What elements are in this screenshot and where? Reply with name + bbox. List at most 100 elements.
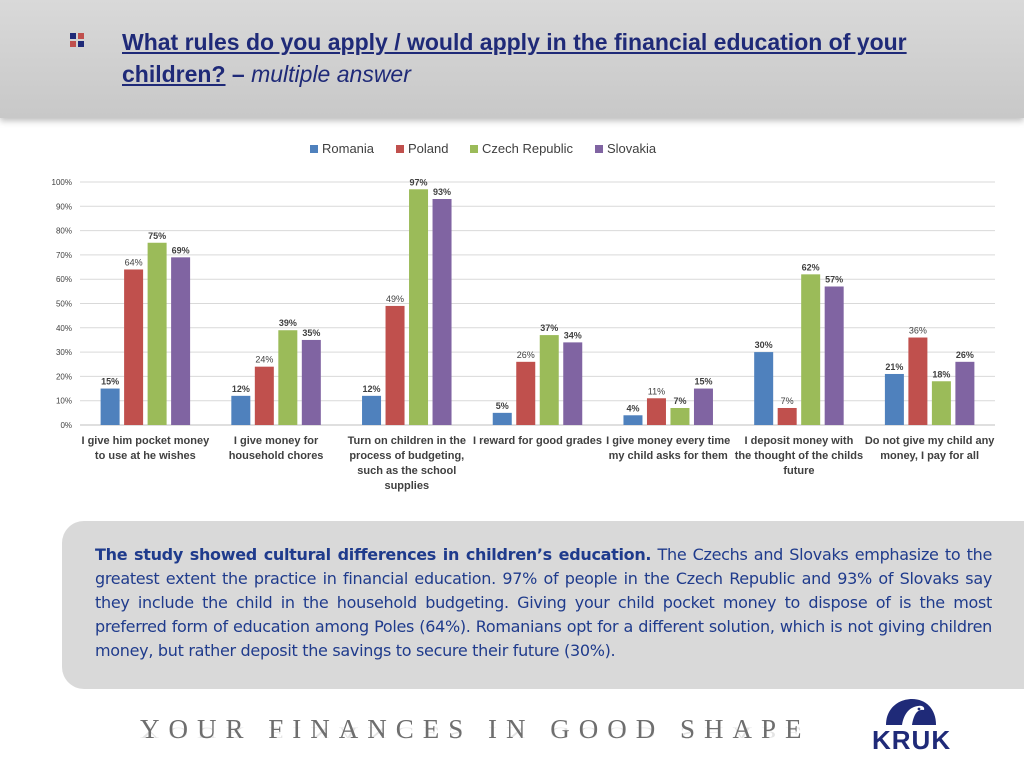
title-main: What rules do you apply / would apply in… — [122, 29, 907, 87]
data-label: 21% — [885, 362, 903, 372]
data-label: 49% — [386, 294, 404, 304]
bar — [884, 373, 904, 425]
y-tick-label: 30% — [56, 348, 72, 357]
bar — [646, 398, 666, 425]
bar — [171, 257, 191, 425]
category-label: I give him pocket money — [81, 435, 210, 447]
data-label: 57% — [825, 274, 843, 284]
data-label: 75% — [148, 231, 166, 241]
legend-entry: Romania — [322, 141, 375, 156]
bar — [409, 189, 429, 425]
data-label: 93% — [433, 187, 451, 197]
bar — [147, 242, 167, 425]
bar — [385, 305, 405, 425]
bar — [563, 342, 583, 425]
y-tick-label: 70% — [56, 251, 72, 260]
title-dash: – — [225, 61, 252, 87]
y-tick-label: 60% — [56, 275, 72, 284]
bar — [492, 412, 512, 425]
y-tick-label: 80% — [56, 227, 72, 236]
category-label: money, I pay for all — [880, 450, 979, 462]
kruk-logo: KRUK — [872, 697, 952, 761]
data-label: 36% — [909, 326, 927, 336]
category-label: Turn on children in the — [348, 435, 466, 447]
data-label: 62% — [802, 262, 820, 272]
data-label: 12% — [232, 384, 250, 394]
y-tick-label: 40% — [56, 324, 72, 333]
bar — [623, 415, 643, 425]
category-label: the thought of the childs — [735, 450, 863, 462]
category-label: process of budgeting, — [349, 450, 464, 462]
data-label: 18% — [932, 369, 950, 379]
data-label: 34% — [564, 330, 582, 340]
bar — [100, 388, 120, 425]
category-label: I deposit money with — [745, 435, 854, 447]
category-label: to use at he wishes — [95, 450, 196, 462]
data-label: 24% — [255, 355, 273, 365]
legend-swatch — [396, 145, 404, 153]
bar — [362, 395, 382, 425]
bar — [908, 337, 928, 425]
bar — [301, 339, 321, 425]
legend-swatch — [310, 145, 318, 153]
data-label: 12% — [363, 384, 381, 394]
bar — [231, 395, 251, 425]
legend-swatch — [470, 145, 478, 153]
y-tick-label: 10% — [56, 397, 72, 406]
legend-entry: Slovakia — [607, 141, 657, 156]
bar — [693, 388, 713, 425]
bar — [278, 330, 298, 425]
bar — [516, 361, 536, 425]
y-tick-label: 0% — [60, 421, 72, 430]
footer-slogan: YOUR FINANCES IN GOOD SHAPE — [140, 714, 811, 744]
footer-slogan-reflection: YOUR FINANCES IN GOOD SHAPE — [140, 724, 811, 742]
data-label: 15% — [694, 377, 712, 387]
data-label: 64% — [125, 257, 143, 267]
data-label: 97% — [410, 177, 428, 187]
data-label: 4% — [626, 403, 639, 413]
y-tick-label: 20% — [56, 372, 72, 381]
bar — [801, 274, 821, 425]
data-label: 15% — [101, 377, 119, 387]
bar — [931, 381, 951, 425]
data-label: 7% — [781, 396, 794, 406]
data-label: 26% — [517, 350, 535, 360]
y-tick-label: 90% — [56, 202, 72, 211]
bar — [670, 407, 690, 425]
data-label: 35% — [302, 328, 320, 338]
y-tick-label: 100% — [52, 178, 72, 187]
bird-icon — [886, 699, 936, 725]
bullet-icon — [70, 33, 84, 47]
legend-entry: Poland — [408, 141, 448, 156]
data-label: 11% — [648, 386, 665, 396]
header-band: What rules do you apply / would apply in… — [0, 0, 1024, 118]
category-label: such as the school — [357, 465, 456, 477]
data-label: 37% — [540, 323, 558, 333]
logo-wordmark: KRUK — [872, 725, 952, 755]
bar-chart: 0% 10% 20% 30% 40% 50% 60% 70% 80% 90% 100% Romania… — [52, 141, 996, 492]
bar — [777, 407, 797, 425]
legend-entry: Czech Republic — [482, 141, 574, 156]
y-tick-label: 50% — [56, 300, 72, 309]
legend-swatch — [595, 145, 603, 153]
data-label: 26% — [956, 350, 974, 360]
data-label: 7% — [673, 396, 686, 406]
category-label: I give money for — [234, 435, 319, 447]
page-title: What rules do you apply / would apply in… — [122, 26, 1002, 90]
category-label: Do not give my child any — [865, 435, 995, 447]
bar — [955, 361, 975, 425]
bar — [432, 199, 452, 425]
bar — [754, 352, 774, 425]
summary-body: The Czechs and Slovaks emphasize to the … — [95, 545, 992, 660]
data-label: 30% — [755, 340, 773, 350]
bar — [124, 269, 144, 425]
category-label: supplies — [384, 480, 429, 492]
category-label: future — [783, 465, 814, 477]
category-label: I give money every time — [606, 435, 730, 447]
summary-lead: The study showed cultural differences in… — [95, 545, 652, 564]
bar — [824, 286, 844, 425]
summary-panel — [62, 521, 1024, 689]
category-label: I reward for good grades — [473, 435, 602, 447]
title-suffix: multiple answer — [251, 61, 411, 87]
bar — [254, 366, 274, 425]
